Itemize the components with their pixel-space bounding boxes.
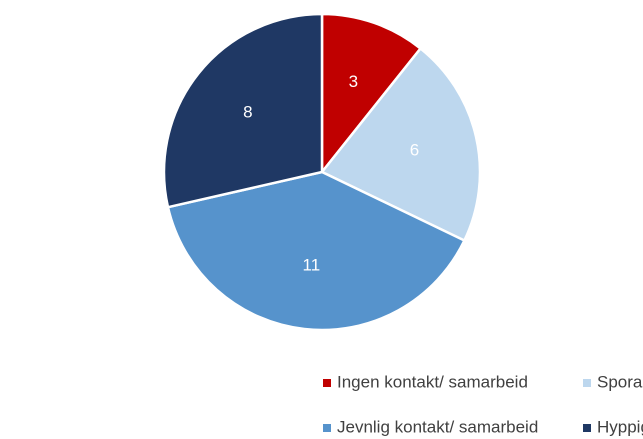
data-label: 3 xyxy=(349,72,358,91)
legend-swatch xyxy=(323,379,331,387)
legend-label: Ingen kontakt/ samarbeid xyxy=(337,372,528,391)
pie-slice xyxy=(162,12,324,209)
data-label: 11 xyxy=(303,256,321,275)
legend-swatch xyxy=(583,424,591,432)
pie-slice xyxy=(166,170,467,332)
data-label: 8 xyxy=(243,102,252,121)
pie-slice xyxy=(320,46,482,243)
legend-label: Sporadisk kontakt/ samarbeid xyxy=(597,372,643,391)
legend-swatch xyxy=(583,379,591,387)
legend-label: Jevnlig kontakt/ samarbeid xyxy=(337,417,538,436)
legend-label: Hyppig kontakt / samarbeid xyxy=(597,417,643,436)
legend-swatch xyxy=(323,424,331,432)
pie-slice xyxy=(320,12,423,176)
data-label: 6 xyxy=(410,140,419,159)
